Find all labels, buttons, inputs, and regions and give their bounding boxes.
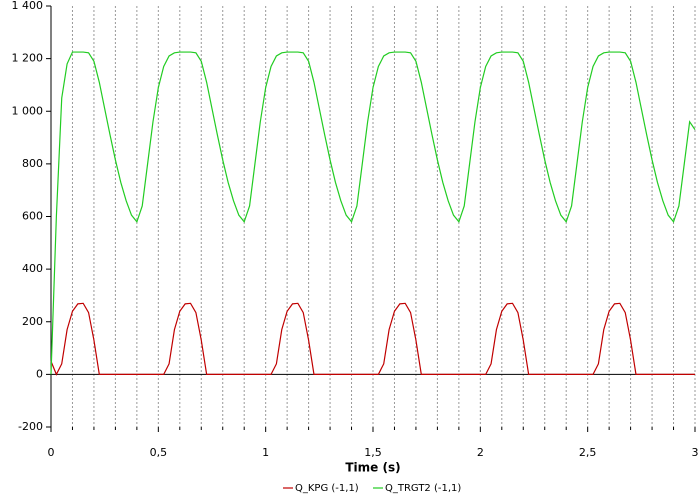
- y-tick-label: 1 400: [12, 0, 44, 12]
- legend-label: Q_KPG (-1,1): [295, 483, 359, 494]
- x-tick-label: 1: [262, 446, 269, 459]
- x-tick-label: 2,5: [579, 446, 597, 459]
- x-tick-label: 3: [692, 446, 699, 459]
- y-tick-label: 1 200: [12, 52, 44, 65]
- legend-label: Q_TRGT2 (-1,1): [385, 483, 461, 494]
- y-tick-label: 400: [22, 262, 43, 275]
- series-line: [50, 51, 696, 375]
- y-tick-label: 200: [22, 315, 43, 328]
- y-tick-label: 0: [36, 367, 43, 380]
- x-tick-label: 0,5: [150, 446, 168, 459]
- x-tick-label: 0: [48, 446, 55, 459]
- y-tick-label: -200: [18, 420, 43, 433]
- y-tick-label: 600: [22, 210, 43, 223]
- x-tick-label: 2: [477, 446, 484, 459]
- series-line: [50, 302, 695, 376]
- x-tick-label: 1,5: [364, 446, 382, 459]
- y-tick-label: 1 000: [12, 104, 44, 117]
- y-tick-label: 800: [22, 157, 43, 170]
- x-axis-label: Time (s): [345, 461, 400, 475]
